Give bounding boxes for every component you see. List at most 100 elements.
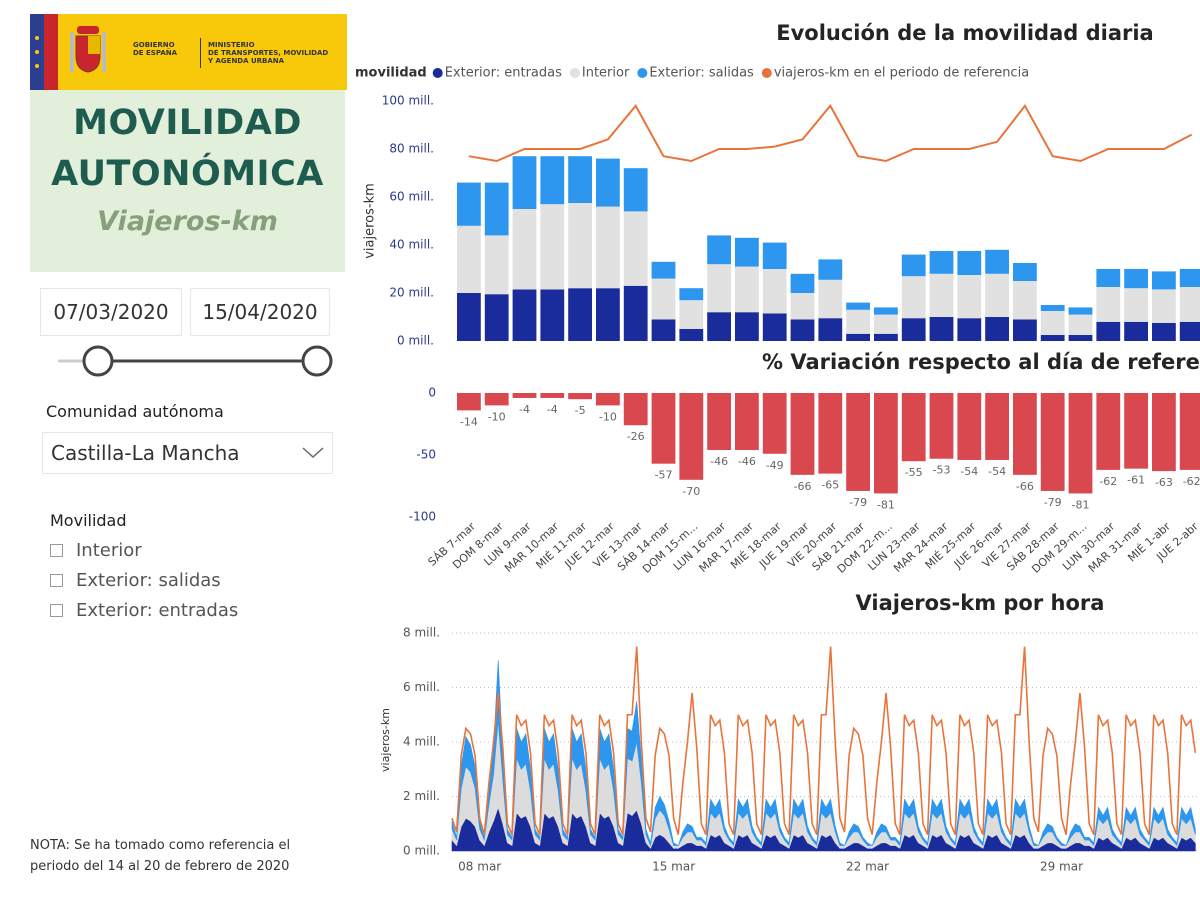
data-label: -10 — [488, 410, 506, 423]
bar-segment — [679, 300, 704, 329]
bar-segment — [735, 237, 759, 267]
bar — [1152, 393, 1176, 472]
bar-segment — [1152, 323, 1176, 341]
y-tick-label: 20 mill. — [389, 286, 434, 300]
x-tick-label: 22 mar — [846, 860, 889, 874]
data-label: -4 — [519, 403, 530, 416]
divider — [200, 38, 201, 68]
star — [35, 36, 39, 40]
y-axis-label: viajeros-km — [379, 708, 392, 772]
bar-segment — [1040, 335, 1065, 341]
bar-segment — [818, 259, 843, 280]
bar — [540, 393, 565, 398]
bar-segment — [929, 251, 954, 274]
bar-segment — [985, 317, 1009, 341]
bar-segment — [1179, 321, 1200, 341]
bar-segment — [484, 182, 509, 236]
option-text: Exterior: salidas — [76, 570, 221, 591]
bar-segment — [540, 289, 565, 341]
date-end[interactable]: 15/04/2020 — [190, 288, 330, 336]
bar-segment — [568, 156, 592, 203]
legend-title: movilidad — [355, 66, 427, 81]
region-dropdown[interactable]: Castilla-La Mancha — [42, 432, 333, 474]
bar — [623, 393, 648, 426]
bar-segment — [957, 318, 982, 341]
checkbox[interactable] — [50, 604, 63, 617]
bar — [1124, 393, 1148, 469]
bar-segment — [901, 254, 926, 277]
y-tick-label: -50 — [416, 448, 436, 462]
bar-segment — [1124, 288, 1148, 322]
bar-segment — [623, 168, 648, 212]
flag-strip — [44, 14, 58, 90]
bar — [1096, 393, 1121, 470]
chart-title: Evolución de la movilidad diaria — [776, 21, 1153, 45]
chart-title: Viajeros-km por hora — [856, 591, 1105, 615]
bar-segment — [596, 158, 620, 207]
bar — [846, 393, 870, 491]
bar-segment — [1179, 269, 1200, 287]
y-tick-label: 60 mill. — [389, 190, 434, 204]
data-label: -14 — [460, 415, 478, 428]
pillar — [102, 32, 106, 72]
filter-option[interactable]: Interior — [50, 540, 142, 561]
bar-segment — [929, 317, 954, 341]
bar-segment — [957, 251, 982, 275]
bar-segment — [596, 206, 620, 289]
data-label: -81 — [877, 498, 895, 511]
data-label: -65 — [821, 479, 839, 492]
star — [35, 50, 39, 54]
logo-line: DE ESPAÑA — [133, 49, 178, 57]
bar-segment — [457, 225, 481, 293]
bar-segment — [985, 249, 1009, 274]
bar-segment — [846, 333, 870, 341]
filter-option[interactable]: Exterior: salidas — [50, 570, 221, 591]
y-axis-label: viajeros-km — [363, 183, 378, 259]
bar-segment — [1068, 314, 1093, 335]
bar — [596, 393, 620, 406]
shield-quarter — [88, 36, 100, 54]
bar-segment — [623, 285, 648, 341]
bar-segment — [985, 273, 1009, 317]
data-label: -81 — [1072, 498, 1090, 511]
y-tick-label: 80 mill. — [389, 142, 434, 156]
slider-handle[interactable] — [82, 345, 114, 377]
bar-segment — [1013, 281, 1037, 320]
bar-segment — [874, 333, 898, 341]
data-label: -5 — [575, 404, 586, 417]
filter-option[interactable]: Exterior: entradas — [50, 600, 238, 621]
title-box: MOVILIDAD AUTONÓMICA Viajeros-km — [30, 90, 345, 272]
subtitle: Viajeros-km — [97, 206, 278, 237]
checkbox[interactable] — [50, 574, 63, 587]
checkbox[interactable] — [50, 544, 63, 557]
bar-segment — [1124, 321, 1148, 341]
bar-segment — [457, 293, 481, 341]
data-label: -79 — [849, 496, 867, 509]
bar-segment — [651, 261, 676, 279]
bar — [651, 393, 676, 464]
star — [35, 64, 39, 68]
bar-segment — [1013, 263, 1037, 281]
chevron — [302, 447, 324, 459]
bar-segment — [1179, 287, 1200, 322]
bar-segment — [568, 203, 592, 289]
date-slider — [58, 345, 333, 377]
bar-segment — [1152, 289, 1176, 323]
date-start[interactable]: 07/03/2020 — [40, 288, 182, 336]
bar-segment — [901, 318, 926, 341]
bar-segment — [457, 182, 481, 226]
y-tick-label: 6 mill. — [403, 680, 440, 694]
logo-line: MINISTERIO — [208, 41, 255, 49]
legend-marker — [569, 68, 580, 78]
bar-segment — [874, 314, 898, 334]
bar — [901, 393, 926, 462]
bar-segment — [735, 312, 759, 341]
data-label: -46 — [710, 455, 728, 468]
area-band — [451, 660, 1196, 847]
bar — [957, 393, 982, 460]
bar — [929, 393, 954, 459]
ministerio-text: MINISTERIO DE TRANSPORTES, MOVILIDAD Y A… — [208, 41, 328, 65]
slider-handle[interactable] — [301, 345, 333, 377]
logo-line: GOBIERNO — [133, 41, 175, 49]
